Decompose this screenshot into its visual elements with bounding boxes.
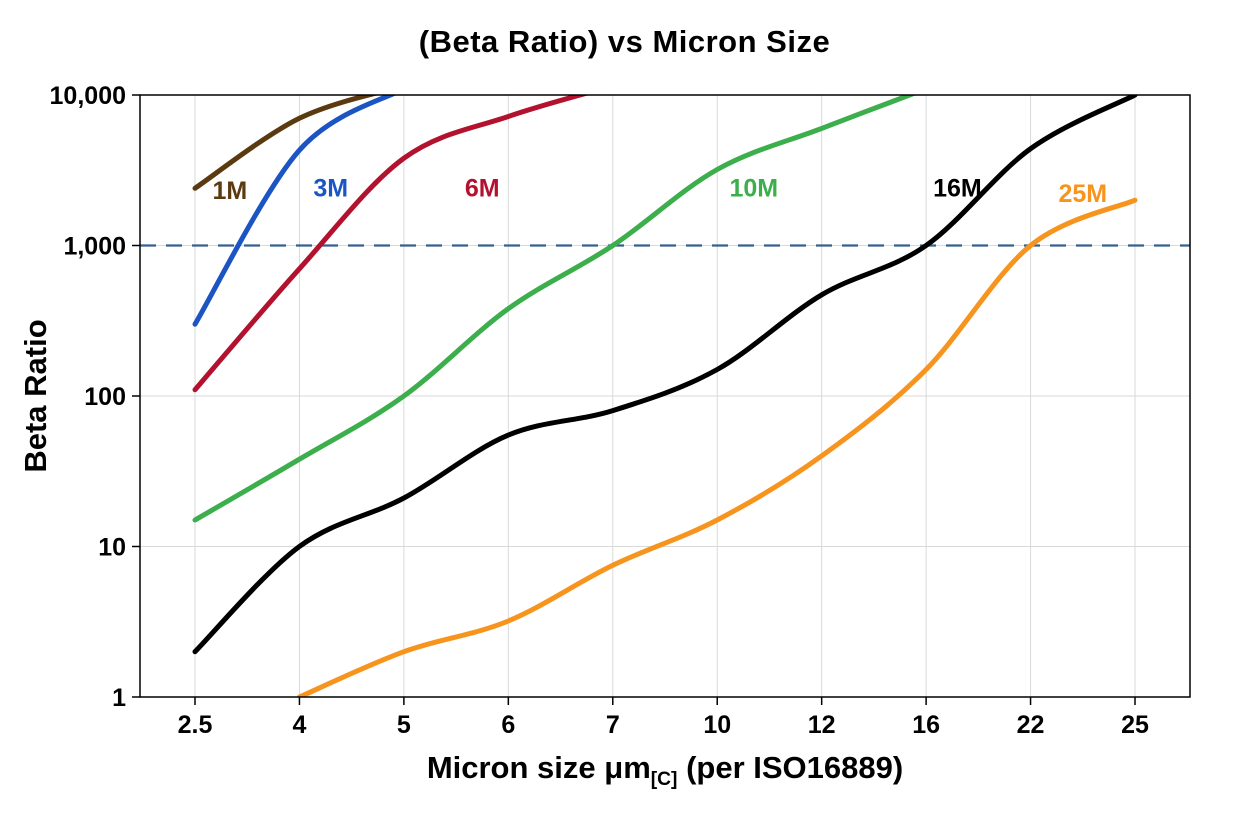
series-line-16M [192,95,1138,655]
x-axis-title: Micron size μm[C] (per ISO16889) [140,750,1190,791]
y-tick-label-10,000: 10,000 [50,82,126,110]
y-tick-label-1: 1 [112,684,126,712]
x-tick-label-10: 10 [703,711,731,739]
y-axis-title: Beta Ratio [18,319,53,473]
x-tick-label-6: 6 [501,711,515,739]
series-line-6M [192,95,590,393]
series-group [192,95,1138,697]
series-label-1M: 1M [212,177,247,205]
x-axis-title-suffix: (per ISO16889) [677,750,904,785]
y-tick-label-10: 10 [98,533,126,561]
x-tick-label-25: 25 [1121,711,1149,739]
x-tick-label-2.5: 2.5 [178,711,213,739]
y-tick-label-100: 100 [84,383,126,411]
x-tick-label-5: 5 [397,711,411,739]
gridlines [140,95,1190,697]
y-tick-label-1,000: 1,000 [63,232,126,260]
x-axis-title-subscript: [C] [650,769,678,791]
series-label-16M: 16M [933,174,982,202]
series-label-25M: 25M [1058,180,1107,208]
series-line-10M [192,95,917,523]
series-line-3M [192,95,397,327]
x-axis-title-prefix: Micron size μm [426,750,651,785]
series-line-25M [296,197,1138,697]
chart-title: (Beta Ratio) vs Micron Size [418,24,831,59]
series-line-1M [192,95,379,191]
x-tick-label-16: 16 [912,711,940,739]
x-tick-label-12: 12 [808,711,836,739]
x-tick-label-22: 22 [1017,711,1045,739]
x-tick-label-7: 7 [606,711,620,739]
series-label-6M: 6M [465,174,500,202]
x-tick-label-4: 4 [292,711,306,739]
series-label-10M: 10M [729,174,778,202]
series-label-3M: 3M [313,174,348,202]
